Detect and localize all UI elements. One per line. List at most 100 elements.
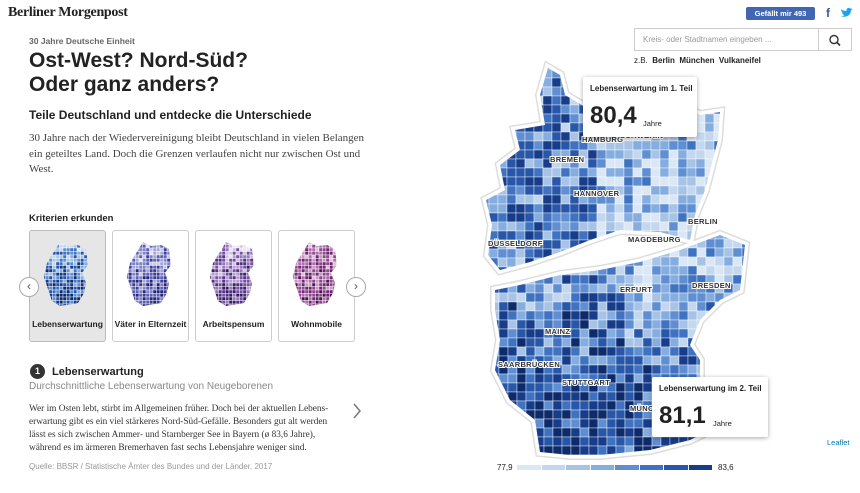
district[interactable] bbox=[597, 355, 608, 366]
district[interactable] bbox=[59, 300, 64, 305]
district[interactable] bbox=[632, 176, 643, 187]
district[interactable] bbox=[614, 203, 625, 214]
district[interactable] bbox=[242, 254, 247, 259]
district[interactable] bbox=[149, 282, 154, 287]
district[interactable] bbox=[641, 221, 652, 232]
district[interactable] bbox=[678, 454, 689, 464]
district[interactable] bbox=[597, 409, 608, 420]
district[interactable] bbox=[332, 241, 337, 245]
district[interactable] bbox=[615, 427, 626, 438]
district[interactable] bbox=[569, 167, 580, 178]
district[interactable] bbox=[66, 282, 71, 287]
district[interactable] bbox=[315, 241, 320, 245]
district[interactable] bbox=[42, 286, 46, 291]
district[interactable] bbox=[605, 176, 616, 187]
district[interactable] bbox=[55, 244, 60, 249]
district[interactable] bbox=[45, 286, 50, 291]
district[interactable] bbox=[605, 239, 616, 250]
district[interactable] bbox=[325, 251, 330, 256]
district[interactable] bbox=[624, 265, 635, 276]
district[interactable] bbox=[686, 158, 697, 169]
district[interactable] bbox=[145, 247, 150, 252]
district[interactable] bbox=[480, 77, 490, 88]
district[interactable] bbox=[488, 203, 499, 214]
district[interactable] bbox=[125, 247, 129, 252]
district[interactable] bbox=[322, 279, 327, 284]
district[interactable] bbox=[660, 328, 671, 339]
district[interactable] bbox=[669, 328, 680, 339]
district[interactable] bbox=[606, 283, 617, 294]
district[interactable] bbox=[498, 328, 509, 339]
district[interactable] bbox=[257, 273, 260, 277]
district[interactable] bbox=[80, 282, 85, 287]
district[interactable] bbox=[159, 265, 164, 270]
district[interactable] bbox=[329, 296, 334, 301]
district[interactable] bbox=[714, 346, 725, 357]
district[interactable] bbox=[336, 261, 341, 266]
district[interactable] bbox=[80, 247, 85, 252]
district[interactable] bbox=[249, 303, 254, 307]
district[interactable] bbox=[232, 275, 237, 280]
district[interactable] bbox=[80, 279, 85, 284]
district[interactable] bbox=[149, 286, 154, 291]
district[interactable] bbox=[318, 300, 323, 305]
district[interactable] bbox=[152, 279, 157, 284]
district[interactable] bbox=[294, 251, 299, 256]
district[interactable] bbox=[87, 265, 92, 270]
district[interactable] bbox=[163, 275, 168, 280]
district[interactable] bbox=[325, 303, 330, 307]
district[interactable] bbox=[325, 265, 330, 270]
district[interactable] bbox=[294, 300, 299, 305]
district[interactable] bbox=[55, 251, 60, 256]
district[interactable] bbox=[332, 254, 337, 259]
district[interactable] bbox=[624, 310, 635, 321]
district[interactable] bbox=[211, 279, 216, 284]
district[interactable] bbox=[308, 247, 313, 252]
district[interactable] bbox=[131, 247, 136, 252]
district[interactable] bbox=[308, 300, 313, 305]
district[interactable] bbox=[142, 268, 147, 273]
district[interactable] bbox=[235, 282, 240, 287]
district[interactable] bbox=[149, 275, 154, 280]
district[interactable] bbox=[318, 265, 323, 270]
district[interactable] bbox=[87, 279, 92, 284]
district[interactable] bbox=[687, 310, 698, 321]
district[interactable] bbox=[480, 176, 490, 187]
district[interactable] bbox=[166, 258, 171, 263]
district[interactable] bbox=[125, 300, 129, 305]
district[interactable] bbox=[623, 149, 634, 160]
district[interactable] bbox=[668, 167, 679, 178]
district[interactable] bbox=[651, 319, 662, 330]
district[interactable] bbox=[297, 303, 302, 307]
district[interactable] bbox=[52, 244, 57, 249]
district[interactable] bbox=[138, 241, 143, 245]
district[interactable] bbox=[480, 158, 490, 169]
district[interactable] bbox=[329, 286, 334, 291]
district[interactable] bbox=[156, 268, 161, 273]
district[interactable] bbox=[145, 241, 150, 245]
district[interactable] bbox=[669, 319, 680, 330]
district[interactable] bbox=[228, 272, 233, 277]
district[interactable] bbox=[336, 286, 341, 291]
district[interactable] bbox=[59, 282, 64, 287]
district[interactable] bbox=[714, 265, 725, 276]
district[interactable] bbox=[543, 418, 554, 429]
district[interactable] bbox=[145, 272, 150, 277]
district[interactable] bbox=[128, 244, 133, 249]
district[interactable] bbox=[138, 261, 143, 266]
district[interactable] bbox=[232, 244, 237, 249]
district[interactable] bbox=[208, 296, 212, 301]
district[interactable] bbox=[52, 296, 57, 301]
district[interactable] bbox=[606, 400, 617, 411]
district[interactable] bbox=[235, 254, 240, 259]
district[interactable] bbox=[570, 346, 581, 357]
district[interactable] bbox=[660, 319, 671, 330]
district[interactable] bbox=[340, 248, 343, 252]
district[interactable] bbox=[650, 158, 661, 169]
district[interactable] bbox=[315, 293, 320, 298]
district[interactable] bbox=[524, 131, 535, 142]
district[interactable] bbox=[506, 221, 517, 232]
district[interactable] bbox=[480, 60, 490, 70]
district[interactable] bbox=[66, 241, 71, 245]
district[interactable] bbox=[69, 247, 74, 252]
